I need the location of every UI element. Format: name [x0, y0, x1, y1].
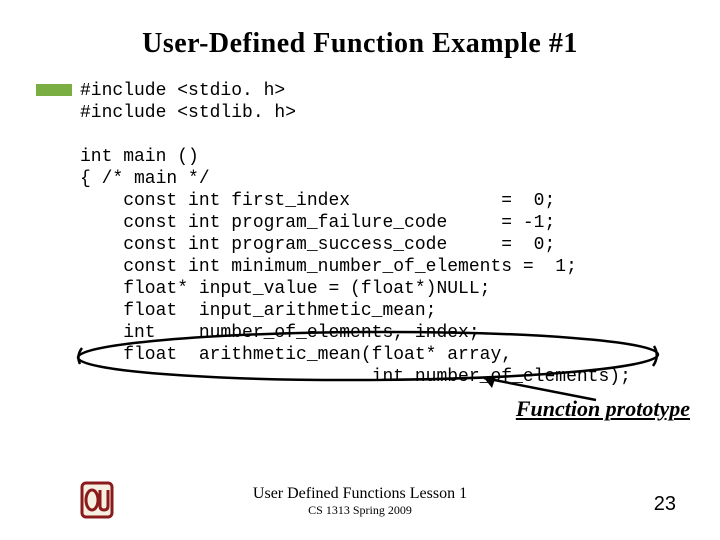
annotation-label: Function prototype — [516, 396, 690, 422]
page-number: 23 — [654, 493, 676, 516]
footer-course-info: CS 1313 Spring 2009 — [0, 503, 720, 518]
footer: User Defined Functions Lesson 1 CS 1313 … — [0, 485, 720, 518]
code-block: #include <stdio. h> #include <stdlib. h>… — [80, 80, 631, 388]
bullet-marker — [36, 84, 72, 96]
slide-title: User-Defined Function Example #1 — [0, 0, 720, 60]
footer-lesson-title: User Defined Functions Lesson 1 — [0, 485, 720, 503]
